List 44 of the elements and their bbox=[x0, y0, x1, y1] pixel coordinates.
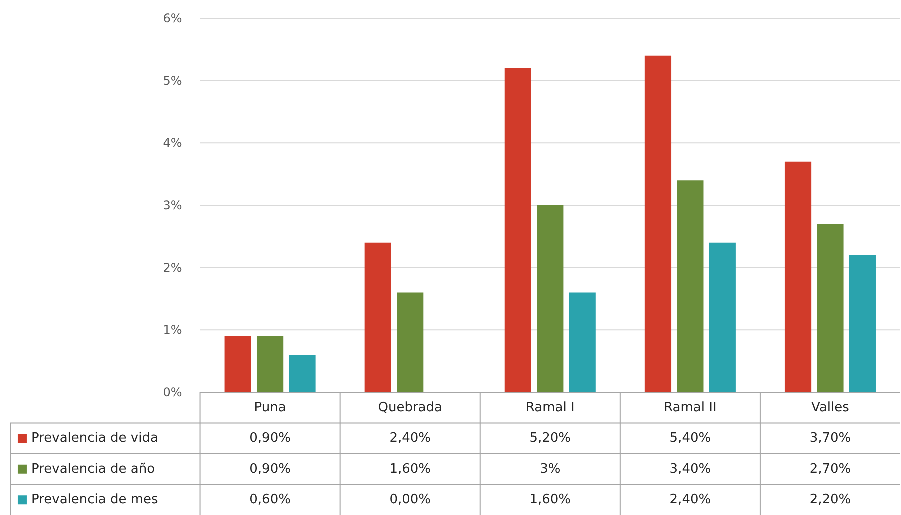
bar bbox=[677, 180, 704, 392]
y-tick-label: 4% bbox=[163, 136, 182, 150]
data-label: 1,60% bbox=[530, 492, 572, 508]
data-label: 3,70% bbox=[810, 431, 852, 446]
bar bbox=[256, 336, 284, 392]
y-tick-label: 3% bbox=[163, 198, 182, 212]
bar bbox=[397, 292, 424, 392]
bar bbox=[849, 255, 876, 392]
bar bbox=[364, 242, 392, 392]
data-label: 0,60% bbox=[250, 492, 291, 508]
data-label: 3% bbox=[540, 462, 561, 477]
data-label: 0,00% bbox=[390, 492, 432, 508]
x-tick-label: Ramal II bbox=[664, 400, 717, 416]
x-tick-label: Quebrada bbox=[378, 400, 442, 416]
data-label: 3,40% bbox=[670, 462, 712, 477]
bar bbox=[537, 206, 564, 392]
y-tick-label: 0% bbox=[163, 386, 182, 400]
x-tick-label: Puna bbox=[254, 400, 286, 416]
y-tick-label: 2% bbox=[163, 260, 182, 275]
data-label: 0,90% bbox=[250, 462, 291, 477]
y-tick-label: 5% bbox=[163, 74, 182, 88]
x-tick-label: Ramal I bbox=[526, 400, 575, 416]
data-label: 5,40% bbox=[670, 431, 712, 446]
bar bbox=[784, 162, 812, 392]
data-label: 0,90% bbox=[250, 431, 291, 446]
data-label: 2,20% bbox=[810, 492, 852, 508]
data-label: 1,60% bbox=[390, 462, 432, 477]
bar bbox=[569, 292, 596, 392]
x-tick-label: Valles bbox=[812, 400, 850, 416]
bar bbox=[224, 336, 252, 392]
bar bbox=[817, 224, 844, 392]
data-label: 2,40% bbox=[670, 492, 712, 508]
bar bbox=[289, 355, 316, 392]
legend-label: Prevalencia de año bbox=[31, 462, 156, 477]
data-label: 2,40% bbox=[390, 431, 432, 446]
legend-label: Prevalencia de mes bbox=[31, 492, 159, 508]
legend-label: Prevalencia de vida bbox=[31, 431, 158, 446]
y-tick-label: 1% bbox=[163, 323, 182, 338]
y-tick-label: 6% bbox=[163, 12, 182, 26]
bar bbox=[644, 56, 672, 392]
bar bbox=[504, 68, 532, 392]
data-label: 5,20% bbox=[530, 431, 572, 446]
bar bbox=[709, 242, 736, 392]
data-label: 2,70% bbox=[810, 462, 852, 477]
